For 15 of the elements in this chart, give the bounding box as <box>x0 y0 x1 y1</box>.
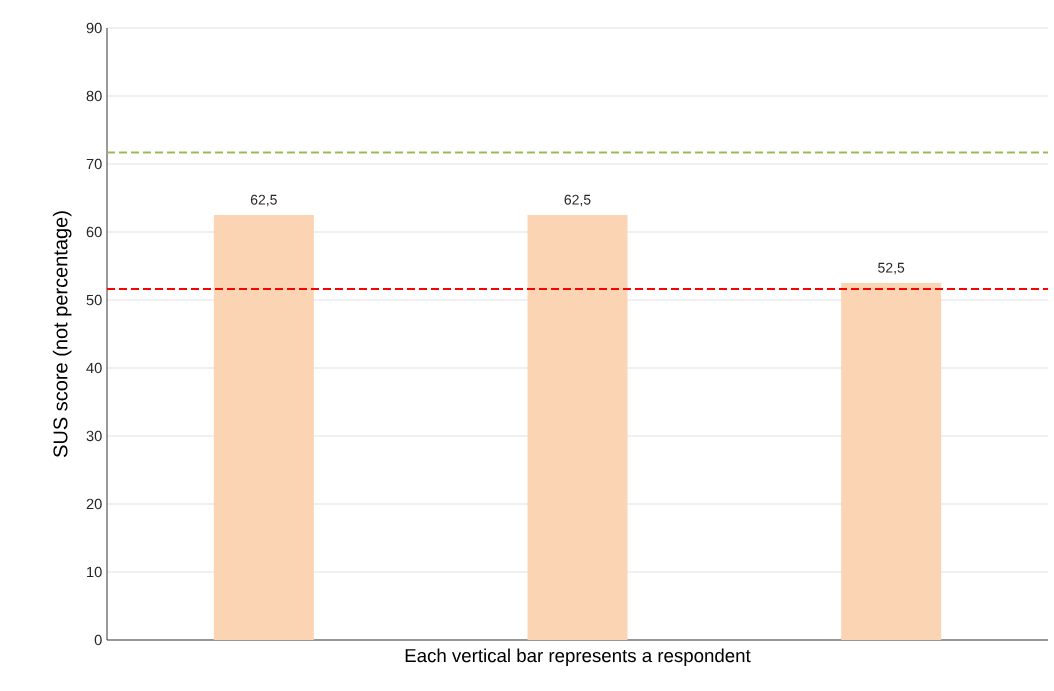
y-tick-label: 20 <box>86 498 102 510</box>
y-tick-label: 10 <box>87 566 102 578</box>
y-tick-label: 60 <box>86 226 102 238</box>
y-tick-label: 0 <box>94 634 102 646</box>
y-tick-label: 30 <box>86 430 102 442</box>
data-label: 62,5 <box>250 194 277 207</box>
data-label: 52,5 <box>878 262 905 275</box>
y-tick-label: 40 <box>86 362 102 374</box>
y-tick-label: 50 <box>86 294 102 306</box>
x-axis-title: Each vertical bar represents a respondent <box>405 648 751 666</box>
y-tick-label: 70 <box>86 158 102 170</box>
y-tick-label: 80 <box>86 90 102 102</box>
data-label: 62,5 <box>564 194 591 207</box>
y-tick-label: 90 <box>86 22 102 34</box>
y-axis-title: SUS score (not percentage) <box>52 211 72 458</box>
